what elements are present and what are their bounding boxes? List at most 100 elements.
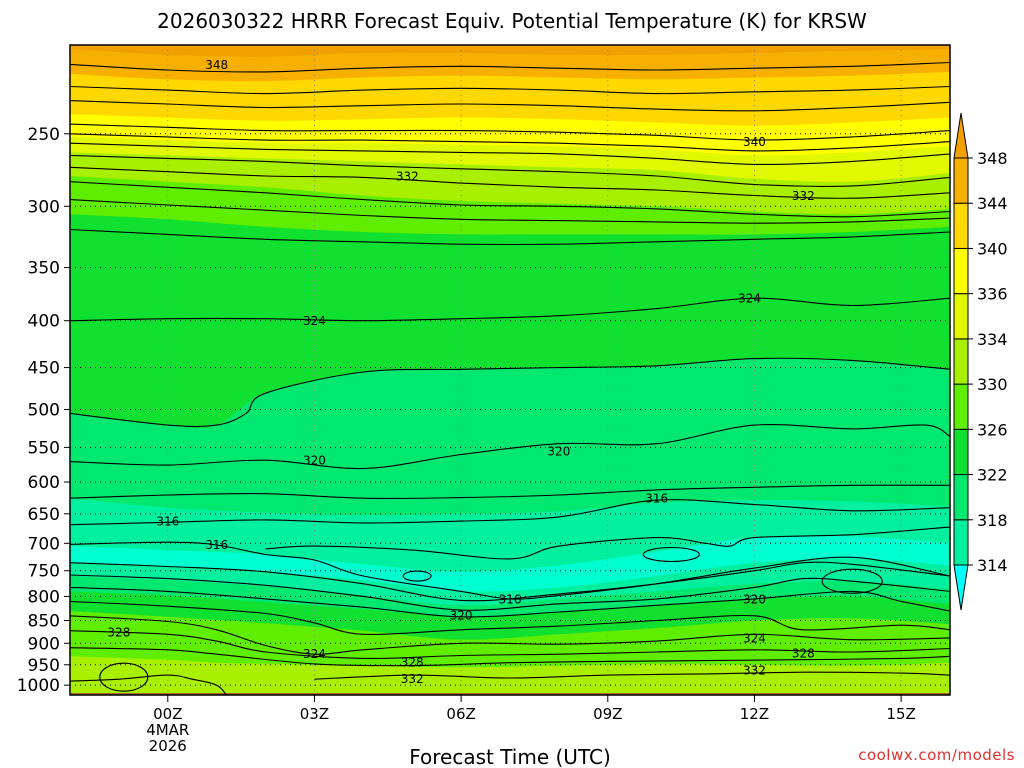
contour-label-19: 332 <box>401 672 424 686</box>
contour-cell-334-a <box>99 662 149 692</box>
contour-328-9 <box>70 199 950 224</box>
y-tick-label-950: 950 <box>28 656 60 676</box>
contour-cell-314-b <box>402 570 432 582</box>
y-tick-label-750: 750 <box>28 562 60 582</box>
contours <box>70 61 950 695</box>
x-tick-label-0: 00Z <box>153 705 182 723</box>
ground-strip <box>70 693 950 695</box>
contour-320-19 <box>70 574 950 611</box>
y-tick-label-900: 900 <box>28 634 60 654</box>
colorbar-label-322: 322 <box>977 466 1008 485</box>
y-tick-label-850: 850 <box>28 612 60 632</box>
contour-label-2: 332 <box>396 169 419 183</box>
contour-334-6 <box>70 154 950 187</box>
x-tick-label-12: 12Z <box>740 705 769 723</box>
contour-label-4: 324 <box>303 314 326 328</box>
x-tick-sub-year: 2026 <box>149 737 187 755</box>
colorbar-label-334: 334 <box>977 330 1008 349</box>
contour-318-14 <box>70 484 950 500</box>
contour-322-20 <box>70 586 950 618</box>
y-tick-label-250: 250 <box>28 125 60 145</box>
y-tick-label-600: 600 <box>28 473 60 493</box>
contour-318-18 <box>70 561 950 602</box>
colorbar-label-340: 340 <box>977 239 1008 258</box>
band-334-15 <box>70 694 950 695</box>
contour-348-0 <box>70 61 950 73</box>
colorbar-swatch-322 <box>953 428 969 476</box>
y-tick-label-500: 500 <box>28 400 60 420</box>
colorbar: 314 318 322 326 330 334 336 340 344 348 <box>953 112 1008 611</box>
contour-cell-314-a <box>642 546 700 563</box>
contour-328-23 <box>70 630 950 660</box>
colorbar-over-arrow <box>953 112 969 159</box>
colorbar-label-348: 348 <box>977 149 1008 168</box>
contour-326-10 <box>70 228 950 246</box>
contour-332-25 <box>314 671 950 680</box>
contour-label-0: 348 <box>205 58 228 72</box>
colorbar-label-326: 326 <box>977 420 1008 439</box>
contour-316-15 <box>70 499 950 526</box>
contour-324-21 <box>70 600 950 636</box>
colorbar-swatch-326 <box>953 383 969 430</box>
y-tick-label-700: 700 <box>28 534 60 554</box>
colorbar-swatch-334 <box>953 293 969 340</box>
contour-336-5 <box>70 142 950 166</box>
y-tick-label-450: 450 <box>28 359 60 379</box>
contour-label-15: 324 <box>303 647 326 661</box>
x-tick-label-6: 06Z <box>446 705 475 723</box>
contour-label-8: 316 <box>645 492 668 506</box>
contour-label-10: 316 <box>205 538 228 552</box>
y-axis: 2503003504004505005506006507007508008509… <box>17 125 70 696</box>
colorbar-label-330: 330 <box>977 375 1008 394</box>
contour-labels: 348 340 332 332 324 324 320 320 316 316 316 316 320 3… <box>107 58 815 686</box>
plot-area <box>70 45 950 695</box>
y-tick-label-400: 400 <box>28 312 60 332</box>
x-tick-sub-date: 4MAR <box>146 721 189 739</box>
credit-text: coolwx.com/models <box>858 746 1015 764</box>
colorbar-swatch-318 <box>953 474 969 521</box>
x-tick-label-3: 03Z <box>300 705 329 723</box>
x-tick-label-15: 15Z <box>886 705 915 723</box>
contour-330-8 <box>70 181 950 218</box>
plot-frame <box>69 44 951 696</box>
colorbar-label-318: 318 <box>977 511 1008 530</box>
contour-316-16 <box>70 541 950 600</box>
colorbar-label-314: 314 <box>977 556 1008 575</box>
contour-322-12 <box>70 357 950 428</box>
colorbar-swatch-340 <box>953 202 969 249</box>
contour-label-14: 328 <box>107 626 130 640</box>
contour-label-18: 328 <box>401 655 424 669</box>
contour-332-7 <box>70 166 950 199</box>
contour-label-13: 320 <box>743 592 766 606</box>
x-tick-label-9: 09Z <box>593 705 622 723</box>
contour-label-7: 320 <box>303 454 326 468</box>
contour-314-17 <box>265 526 950 560</box>
contour-cell-322-a <box>821 568 883 594</box>
contour-label-1: 340 <box>743 135 766 149</box>
contour-338-4 <box>70 133 950 152</box>
colorbar-swatch-330 <box>953 338 969 385</box>
contour-label-17: 328 <box>792 646 815 660</box>
contour-label-9: 316 <box>156 515 179 529</box>
contour-340-3 <box>70 123 950 141</box>
colorbar-label-344: 344 <box>977 194 1008 213</box>
x-axis-title: Forecast Time (UTC) <box>409 745 611 768</box>
colorbar-under-arrow <box>953 564 969 611</box>
contour-334-26 <box>70 674 227 695</box>
y-tick-label-550: 550 <box>28 438 60 458</box>
colorbar-label-336: 336 <box>977 285 1008 304</box>
y-tick-label-350: 350 <box>28 259 60 279</box>
contour-326-22 <box>70 615 950 655</box>
contour-342-2 <box>70 100 950 112</box>
contour-label-3: 332 <box>792 189 815 203</box>
contour-label-6: 320 <box>547 444 570 458</box>
contour-label-11: 316 <box>499 592 522 606</box>
y-tick-label-800: 800 <box>28 587 60 607</box>
colorbar-swatch-344 <box>953 157 969 204</box>
contour-320-13 <box>70 423 950 470</box>
contour-label-20: 332 <box>743 663 766 677</box>
colorbar-swatch-336 <box>953 247 969 295</box>
contour-324-11 <box>70 297 950 322</box>
